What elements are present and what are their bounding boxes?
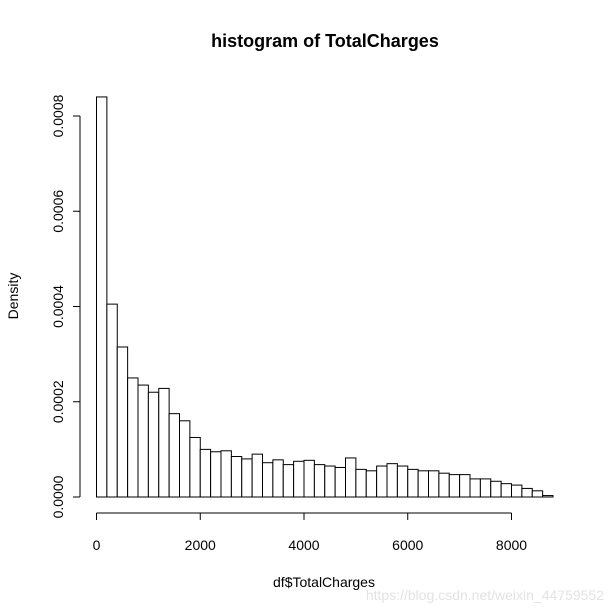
histogram-bar	[251, 453, 264, 498]
histogram-bar	[116, 346, 129, 498]
y-tick-label: 0.0002	[50, 380, 66, 423]
histogram-bar	[355, 468, 367, 498]
histogram-bar	[241, 458, 253, 498]
x-tick-label: 0	[93, 537, 101, 553]
histogram-bar	[147, 391, 160, 498]
histogram-bar	[407, 468, 419, 498]
histogram-bar	[168, 413, 181, 498]
histogram-bar	[272, 459, 284, 498]
histogram-bar	[448, 474, 461, 498]
histogram-bar	[438, 472, 450, 498]
histogram-bar	[96, 96, 108, 498]
histogram-bar	[459, 474, 471, 498]
histogram-bar	[230, 456, 243, 498]
histogram-bar	[365, 470, 378, 498]
histogram-bar	[334, 466, 347, 498]
histogram-bar	[417, 470, 430, 498]
y-axis: 0.0000 0.0002 0.0004 0.0006 0.0008	[50, 94, 81, 518]
histogram-bar	[428, 470, 440, 498]
histogram-bar	[313, 464, 326, 498]
y-tick-label: 0.0008	[50, 94, 66, 137]
histogram-bar	[262, 462, 274, 498]
histogram-bar	[303, 459, 315, 498]
histogram-bar	[293, 460, 305, 498]
histogram-bar	[199, 448, 212, 498]
histogram-bar	[220, 450, 232, 498]
histogram-bar	[189, 436, 201, 498]
y-tick-label: 0.0000	[50, 475, 66, 518]
histogram-bar	[376, 465, 388, 498]
x-axis-label: df$TotalCharges	[273, 574, 375, 590]
histogram-bar	[324, 465, 336, 498]
chart-title: histogram of TotalCharges	[211, 31, 439, 51]
x-tick-label: 4000	[288, 537, 319, 553]
histogram-bar	[282, 464, 295, 498]
histogram-bar	[500, 483, 513, 498]
histogram-bar	[396, 465, 409, 498]
x-tick-label: 2000	[185, 537, 216, 553]
histogram-bar	[511, 484, 523, 498]
histogram-bar	[531, 490, 544, 498]
histogram-bar	[345, 457, 357, 498]
y-tick-label: 0.0004	[50, 285, 66, 328]
histogram-bar	[521, 487, 533, 498]
x-axis: 0 2000 4000 6000 8000	[93, 512, 527, 553]
y-axis-label: Density	[5, 273, 21, 320]
histogram-bar	[137, 384, 149, 498]
histogram-bar	[542, 495, 554, 498]
histogram-bar	[386, 463, 398, 498]
y-tick-label: 0.0006	[50, 190, 66, 233]
histogram-bar	[469, 478, 481, 498]
x-tick-label: 6000	[392, 537, 423, 553]
histogram-bar	[179, 420, 191, 498]
histogram-bar	[127, 377, 139, 498]
watermark-text: https://blog.csdn.net/weixin_44759552	[366, 587, 604, 603]
x-tick-label: 8000	[496, 537, 527, 553]
histogram-bar	[210, 451, 222, 498]
histogram-bars	[96, 96, 554, 498]
histogram-bar	[106, 303, 118, 498]
histogram-bar	[158, 387, 170, 498]
histogram-bar	[479, 478, 492, 498]
histogram-bar	[490, 480, 502, 498]
